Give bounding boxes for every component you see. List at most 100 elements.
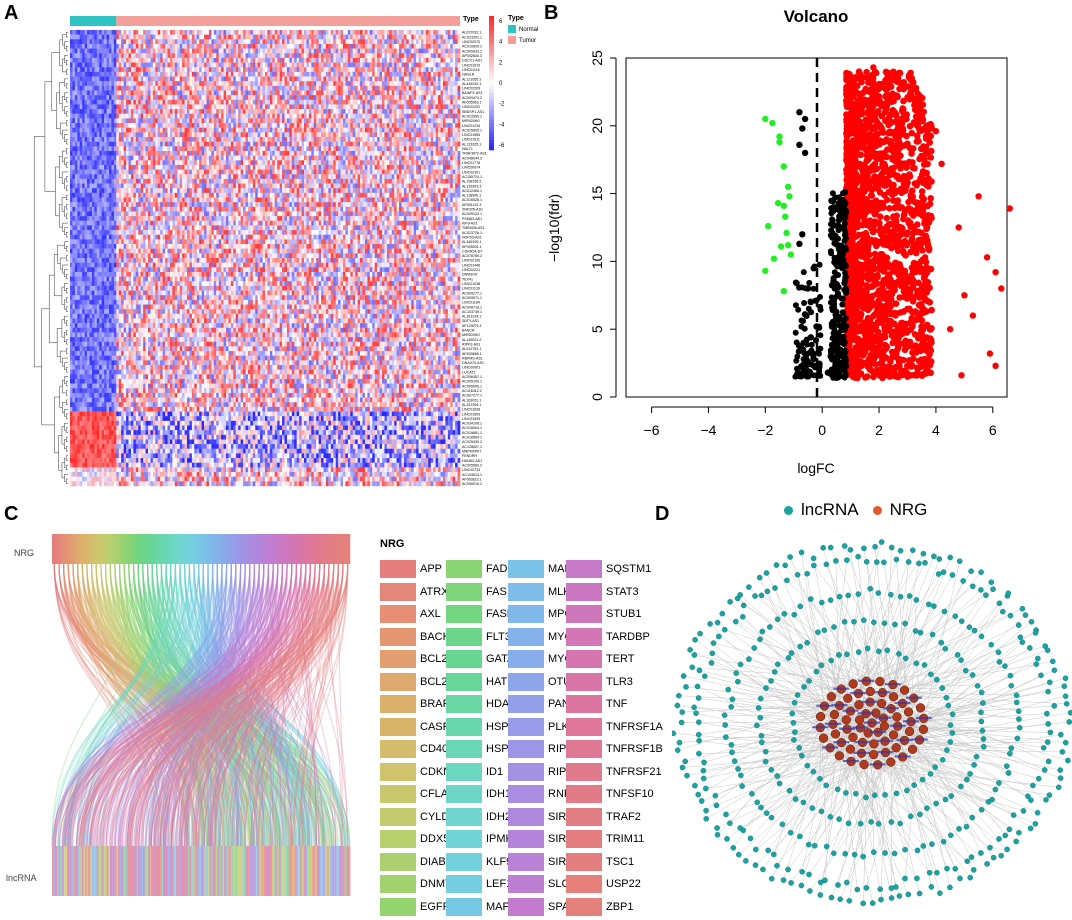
heatmap-cell	[109, 72, 112, 77]
heatmap-cell	[328, 49, 331, 54]
heatmap-cell	[94, 58, 97, 63]
heatmap-cell	[316, 63, 319, 68]
heatmap-cell	[248, 44, 251, 49]
heatmap-cell	[189, 39, 192, 44]
heatmap-cell	[426, 44, 429, 49]
heatmap-cell	[311, 39, 314, 44]
heatmap-cell	[285, 58, 288, 63]
heatmap-cell	[282, 35, 285, 40]
heatmap-cell	[328, 53, 331, 58]
heatmap-cell	[406, 67, 409, 72]
heatmap-cell	[119, 67, 122, 72]
heatmap-cell	[341, 72, 344, 77]
heatmap-cell	[153, 30, 156, 35]
heatmap-cell	[85, 53, 88, 58]
heatmap-cell	[455, 58, 458, 63]
heatmap-cell	[277, 63, 280, 68]
dendrogram-branch	[60, 351, 66, 362]
heatmap-cell	[450, 77, 453, 82]
heatmap-cell	[129, 49, 132, 54]
heatmap-cell	[326, 63, 329, 68]
heatmap-cell	[324, 35, 327, 40]
heatmap-cell	[404, 30, 407, 35]
heatmap-cell	[326, 72, 329, 77]
heatmap-cell	[263, 72, 266, 77]
heatmap-cell	[294, 72, 297, 77]
heatmap-cell	[204, 53, 207, 58]
heatmap-cell	[182, 49, 185, 54]
heatmap-cell	[431, 44, 434, 49]
heatmap-cell	[367, 44, 370, 49]
heatmap-cell	[160, 77, 163, 82]
heatmap-cell	[319, 39, 322, 44]
heatmap-cell	[280, 67, 283, 72]
heatmap-cell	[372, 35, 375, 40]
heatmap-cell	[104, 63, 107, 68]
heatmap-cell	[409, 77, 412, 82]
heatmap-cell	[294, 67, 297, 72]
heatmap-cell	[228, 53, 231, 58]
heatmap-cell	[387, 58, 390, 63]
heatmap-cell	[372, 30, 375, 35]
heatmap-cell	[458, 58, 461, 63]
heatmap-cell	[141, 53, 144, 58]
heatmap-cell	[314, 58, 317, 63]
heatmap-cell	[155, 30, 158, 35]
heatmap-cell	[90, 49, 93, 54]
heatmap-cell	[143, 58, 146, 63]
heatmap-cell	[277, 53, 280, 58]
heatmap-cell	[214, 58, 217, 63]
heatmap-cell	[304, 72, 307, 77]
heatmap-cell	[411, 35, 414, 40]
heatmap-cell	[121, 30, 124, 35]
heatmap-cell	[116, 39, 119, 44]
heatmap-cell	[267, 49, 270, 54]
heatmap-cell	[143, 63, 146, 68]
heatmap-cell	[216, 35, 219, 40]
dendrogram-branch	[62, 265, 68, 273]
heatmap-cell	[419, 30, 422, 35]
heatmap-cell	[423, 72, 426, 77]
heatmap-cell	[153, 81, 156, 86]
heatmap-cell	[99, 67, 102, 72]
heatmap-cell	[204, 30, 207, 35]
heatmap-cell	[207, 81, 210, 86]
heatmap-cell	[423, 39, 426, 44]
heatmap-cell	[70, 67, 73, 72]
heatmap-cell	[377, 53, 380, 58]
heatmap-cell	[380, 63, 383, 68]
heatmap-cell	[241, 44, 244, 49]
heatmap-cell	[182, 77, 185, 82]
heatmap-cell	[226, 30, 229, 35]
heatmap-cell	[129, 53, 132, 58]
heatmap-cell	[192, 77, 195, 82]
heatmap-cell	[189, 53, 192, 58]
heatmap-cell	[124, 77, 127, 82]
heatmap-cell	[236, 53, 239, 58]
dendrogram-branch	[66, 177, 68, 182]
heatmap-cell	[202, 39, 205, 44]
heatmap-cell	[189, 58, 192, 63]
heatmap-cell	[258, 39, 261, 44]
heatmap-cell	[314, 49, 317, 54]
heatmap-cell	[143, 67, 146, 72]
heatmap-cell	[216, 58, 219, 63]
heatmap-cell	[163, 44, 166, 49]
heatmap-cell	[248, 53, 251, 58]
heatmap-cell	[224, 39, 227, 44]
heatmap-cell	[160, 53, 163, 58]
heatmap-cell	[363, 35, 366, 40]
heatmap-cell	[165, 30, 168, 35]
heatmap-cell	[309, 53, 312, 58]
heatmap-cell	[419, 44, 422, 49]
heatmap-cell	[343, 30, 346, 35]
heatmap-cell	[458, 39, 461, 44]
heatmap-cell	[302, 63, 305, 68]
heatmap-cell	[297, 67, 300, 72]
heatmap-cell	[182, 67, 185, 72]
heatmap-cell	[292, 72, 295, 77]
heatmap-cell	[255, 35, 258, 40]
heatmap-cell	[389, 58, 392, 63]
heatmap-cell	[172, 53, 175, 58]
heatmap-cell	[414, 67, 417, 72]
